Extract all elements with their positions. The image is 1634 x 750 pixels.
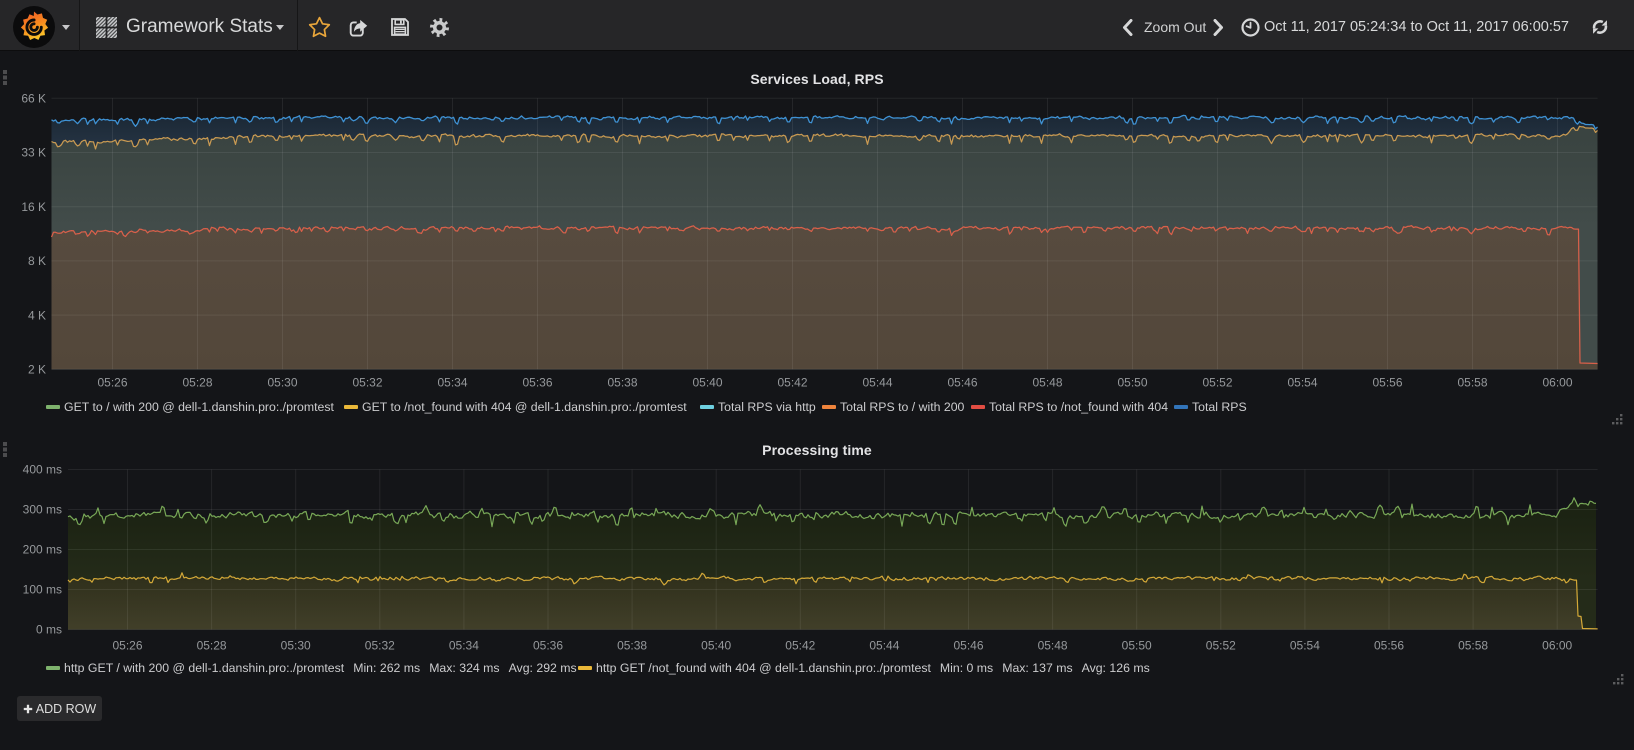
svg-text:05:46: 05:46: [953, 639, 983, 653]
svg-text:05:38: 05:38: [617, 639, 647, 653]
svg-text:05:40: 05:40: [701, 639, 731, 653]
svg-text:05:48: 05:48: [1038, 639, 1068, 653]
svg-text:05:36: 05:36: [522, 376, 552, 390]
svg-text:66 K: 66 K: [21, 92, 46, 106]
svg-text:05:26: 05:26: [97, 376, 127, 390]
svg-text:05:44: 05:44: [869, 639, 899, 653]
svg-text:0 ms: 0 ms: [36, 623, 62, 637]
svg-text:05:50: 05:50: [1117, 376, 1147, 390]
svg-text:8 K: 8 K: [28, 254, 46, 268]
svg-text:05:32: 05:32: [365, 639, 395, 653]
svg-text:05:36: 05:36: [533, 639, 563, 653]
svg-text:2 K: 2 K: [28, 363, 46, 377]
svg-text:100 ms: 100 ms: [23, 583, 62, 597]
svg-text:05:46: 05:46: [947, 376, 977, 390]
svg-text:05:58: 05:58: [1458, 639, 1488, 653]
svg-text:05:56: 05:56: [1374, 639, 1404, 653]
svg-text:05:42: 05:42: [777, 376, 807, 390]
svg-text:06:00: 06:00: [1542, 376, 1572, 390]
svg-text:05:54: 05:54: [1287, 376, 1317, 390]
svg-text:300 ms: 300 ms: [23, 503, 62, 517]
svg-text:16 K: 16 K: [21, 200, 46, 214]
svg-text:05:56: 05:56: [1372, 376, 1402, 390]
svg-text:05:40: 05:40: [692, 376, 722, 390]
svg-text:06:00: 06:00: [1542, 639, 1572, 653]
svg-text:05:52: 05:52: [1206, 639, 1236, 653]
svg-text:05:58: 05:58: [1457, 376, 1487, 390]
svg-text:4 K: 4 K: [28, 308, 46, 322]
svg-text:05:28: 05:28: [182, 376, 212, 390]
svg-text:05:34: 05:34: [449, 639, 479, 653]
svg-text:05:32: 05:32: [352, 376, 382, 390]
svg-text:05:28: 05:28: [197, 639, 227, 653]
svg-text:05:54: 05:54: [1290, 639, 1320, 653]
svg-text:05:44: 05:44: [862, 376, 892, 390]
svg-text:05:30: 05:30: [267, 376, 297, 390]
svg-text:200 ms: 200 ms: [23, 543, 62, 557]
svg-text:05:52: 05:52: [1202, 376, 1232, 390]
svg-text:05:38: 05:38: [607, 376, 637, 390]
svg-text:05:50: 05:50: [1122, 639, 1152, 653]
svg-text:05:30: 05:30: [281, 639, 311, 653]
svg-text:05:48: 05:48: [1032, 376, 1062, 390]
svg-text:400 ms: 400 ms: [23, 463, 62, 477]
svg-text:05:34: 05:34: [437, 376, 467, 390]
svg-text:05:42: 05:42: [785, 639, 815, 653]
svg-text:05:26: 05:26: [112, 639, 142, 653]
svg-text:33 K: 33 K: [21, 146, 46, 160]
